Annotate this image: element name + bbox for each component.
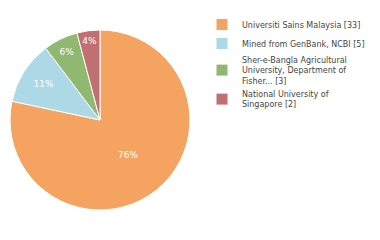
svg-text:4%: 4%	[82, 36, 97, 46]
svg-text:Mined from GenBank, NCBI [5]: Mined from GenBank, NCBI [5]	[242, 40, 365, 49]
svg-text:Sher-e-Bangla AgriculturalUniv: Sher-e-Bangla AgriculturalUniversity, De…	[242, 56, 347, 86]
svg-text:National University ofSingapor: National University ofSingapore [2]	[242, 90, 329, 109]
svg-text:11%: 11%	[33, 79, 53, 89]
svg-text:6%: 6%	[60, 47, 75, 57]
svg-text:76%: 76%	[118, 150, 138, 160]
svg-text:Universiti Sains Malaysia [33]: Universiti Sains Malaysia [33]	[242, 21, 360, 30]
